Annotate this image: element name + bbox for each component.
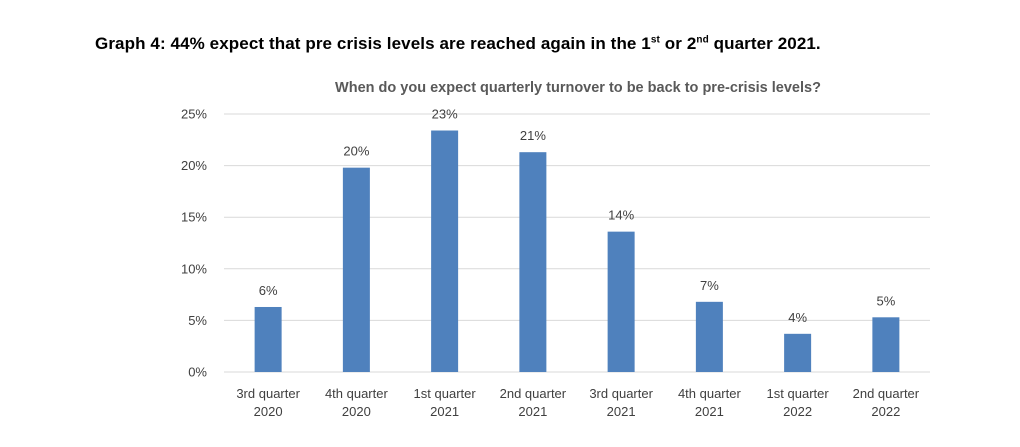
data-label: 23% — [432, 107, 458, 122]
x-category-label: 2020 — [342, 404, 371, 419]
bar — [607, 231, 635, 372]
bars — [254, 130, 900, 372]
data-label: 7% — [700, 278, 719, 293]
y-tick-label: 20% — [181, 158, 207, 173]
data-label: 20% — [343, 144, 369, 159]
bar — [519, 152, 547, 372]
y-tick-label: 25% — [181, 107, 207, 122]
bar — [784, 333, 812, 372]
y-tick-label: 10% — [181, 261, 207, 276]
caption-superscript-1: st — [650, 34, 660, 46]
caption-part-3: quarter 2021. — [708, 34, 821, 53]
x-category-label: 2nd quarter — [853, 386, 920, 401]
bar — [431, 130, 459, 372]
x-category-label: 2020 — [254, 404, 283, 419]
caption-part-2: or 2 — [659, 34, 697, 53]
x-category-label: 2021 — [607, 404, 636, 419]
x-category-label: 2021 — [518, 404, 547, 419]
x-category-label: 3rd quarter — [589, 386, 653, 401]
y-axis-ticks: 0% 5% 10% 15% 20% 25% — [181, 107, 207, 380]
y-tick-label: 15% — [181, 210, 207, 225]
data-label: 5% — [876, 293, 895, 308]
x-category-label: 2nd quarter — [500, 386, 567, 401]
bar — [695, 301, 723, 372]
bar — [872, 317, 900, 372]
x-category-label: 1st quarter — [767, 386, 830, 401]
caption-superscript-2: nd — [696, 34, 709, 46]
x-category-label: 2021 — [430, 404, 459, 419]
y-tick-label: 5% — [188, 313, 207, 328]
y-tick-label: 0% — [188, 365, 207, 380]
x-category-label: 3rd quarter — [236, 386, 300, 401]
x-category-label: 2021 — [695, 404, 724, 419]
data-label: 6% — [259, 283, 278, 298]
x-category-label: 2022 — [783, 404, 812, 419]
bar — [254, 306, 282, 372]
data-label: 14% — [608, 208, 634, 223]
x-category-label: 4th quarter — [325, 386, 389, 401]
chart-title: When do you expect quarterly turnover to… — [335, 80, 821, 96]
data-labels: 6% 20% 23% 21% 14% 7% 4% 5% — [259, 107, 896, 325]
x-category-label: 2022 — [871, 404, 900, 419]
data-label: 21% — [520, 128, 546, 143]
x-category-label: 1st quarter — [414, 386, 477, 401]
caption-part-1: Graph 4: 44% expect that pre crisis leve… — [95, 34, 651, 53]
x-axis-categories: 3rd quarter 2020 4th quarter 2020 1st quarte… — [236, 386, 919, 419]
graph-caption: Graph 4: 44% expect that pre crisis leve… — [95, 34, 821, 54]
bar — [342, 167, 370, 372]
gridlines — [224, 113, 930, 373]
data-label: 4% — [788, 310, 807, 325]
x-category-label: 4th quarter — [678, 386, 742, 401]
